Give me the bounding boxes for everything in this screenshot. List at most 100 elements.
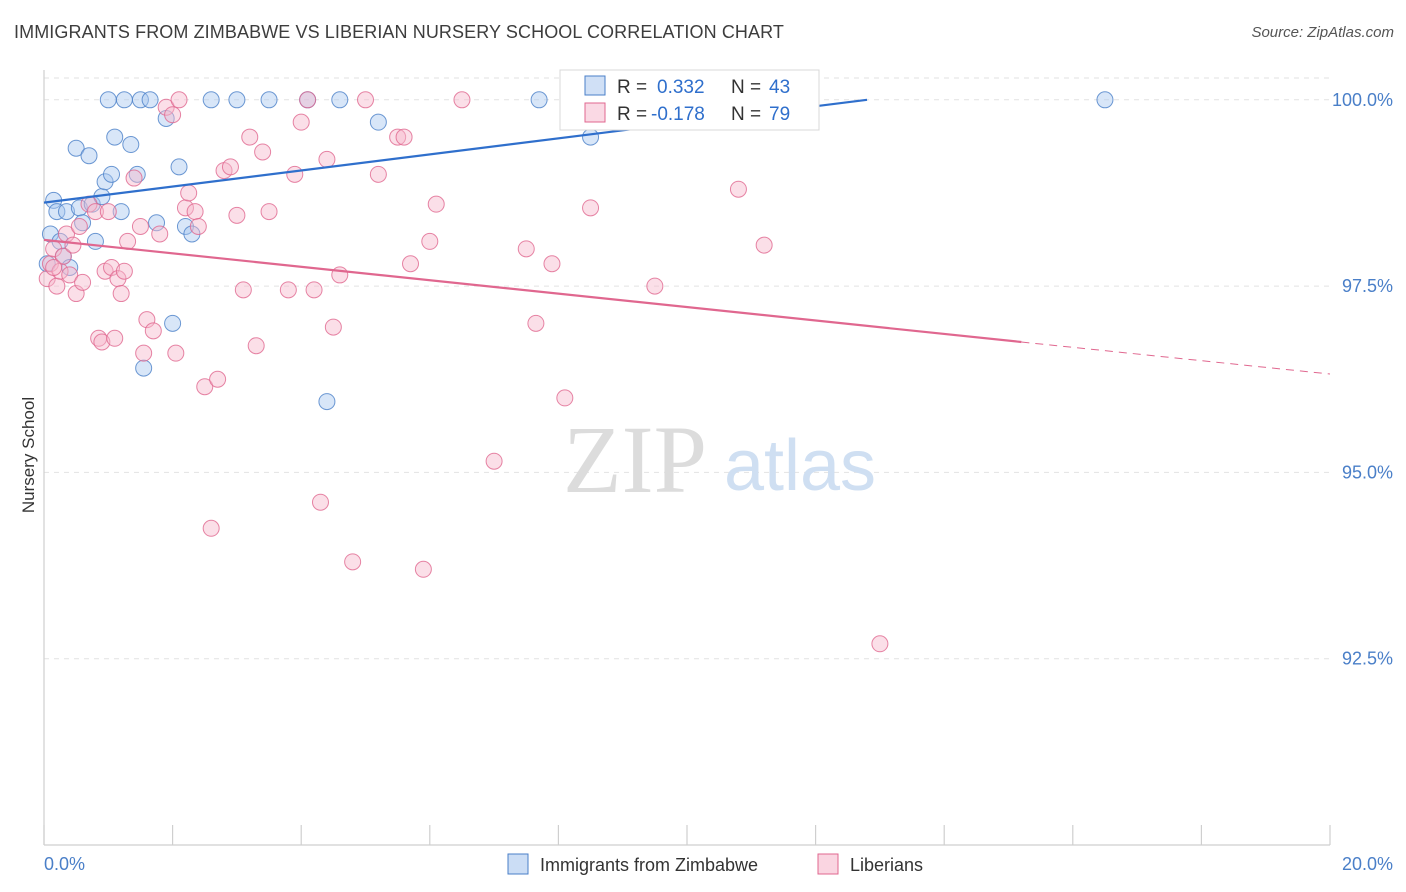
y-tick-label: 95.0%: [1342, 462, 1393, 482]
points-layer: [38, 91, 1114, 653]
point-liberians: [395, 128, 413, 146]
watermark-zip: ZIP: [563, 406, 707, 513]
point-liberians: [112, 285, 130, 303]
point-zimbabwe: [530, 91, 548, 109]
point-zimbabwe: [58, 203, 76, 221]
point-liberians: [74, 273, 92, 291]
chart-title: IMMIGRANTS FROM ZIMBABWE VS LIBERIAN NUR…: [14, 22, 785, 42]
trendline-liberians: [43, 238, 1022, 344]
x-tick-label-min: 0.0%: [44, 854, 85, 874]
point-liberians: [144, 322, 162, 340]
point-liberians: [48, 277, 66, 295]
point-liberians: [189, 217, 207, 235]
point-zimbabwe: [148, 214, 166, 232]
point-liberians: [45, 258, 63, 276]
point-liberians: [54, 247, 72, 265]
stats-r-value-blue: 0.332: [657, 77, 705, 98]
point-zimbabwe: [260, 91, 278, 109]
stats-swatch-pink: [584, 102, 606, 123]
point-liberians: [344, 553, 362, 571]
point-liberians: [186, 203, 204, 221]
point-liberians: [196, 378, 214, 396]
point-zimbabwe: [99, 91, 117, 109]
point-liberians: [582, 199, 600, 217]
point-zimbabwe: [331, 91, 349, 109]
y-tick-label: 97.5%: [1342, 276, 1393, 296]
point-zimbabwe: [135, 359, 153, 377]
point-liberians: [485, 452, 503, 470]
point-liberians: [99, 203, 117, 221]
legend-swatch-zimbabwe: [507, 853, 529, 875]
point-liberians: [527, 314, 545, 332]
point-zimbabwe: [115, 91, 133, 109]
stats-n-label-pink: N =: [731, 104, 761, 125]
point-liberians: [115, 262, 133, 280]
point-liberians: [254, 143, 272, 161]
stats-box: R = 0.332 N = 43 R = -0.178 N = 79: [559, 69, 820, 131]
point-liberians: [292, 113, 310, 131]
point-liberians: [241, 128, 259, 146]
stats-swatch-blue: [584, 75, 606, 96]
axes-layer: 92.5% 95.0% 97.5% 100.0% 0.0% 20.0%: [43, 70, 1393, 874]
point-liberians: [311, 493, 329, 511]
stats-r-value-pink: -0.178: [651, 104, 705, 125]
point-liberians: [151, 225, 169, 243]
point-liberians: [427, 195, 445, 213]
legend-label-liberians: Liberians: [850, 855, 923, 875]
x-tick-label-max: 20.0%: [1342, 854, 1393, 874]
point-liberians: [421, 232, 439, 250]
point-zimbabwe: [141, 91, 159, 109]
watermark-atlas: atlas: [724, 426, 876, 506]
legend-swatch-liberians: [817, 853, 839, 875]
point-liberians: [646, 277, 664, 295]
point-liberians: [543, 255, 561, 273]
point-zimbabwe: [131, 91, 149, 109]
point-liberians: [556, 389, 574, 407]
point-liberians: [260, 203, 278, 221]
point-zimbabwe: [80, 147, 98, 165]
point-liberians: [517, 240, 535, 258]
point-zimbabwe: [1096, 91, 1114, 109]
y-tick-label: 100.0%: [1332, 90, 1393, 110]
point-zimbabwe: [318, 393, 336, 411]
point-liberians: [106, 329, 124, 347]
point-zimbabwe: [170, 158, 188, 176]
point-liberians: [318, 150, 336, 168]
watermark: ZIP atlas: [563, 406, 876, 513]
point-liberians: [286, 165, 304, 183]
point-liberians: [357, 91, 374, 109]
point-liberians: [247, 337, 265, 355]
point-zimbabwe: [103, 165, 121, 183]
point-liberians: [180, 184, 198, 202]
point-liberians: [729, 180, 747, 198]
point-zimbabwe: [202, 91, 220, 109]
point-zimbabwe: [112, 203, 130, 221]
point-zimbabwe: [582, 128, 600, 146]
point-liberians: [324, 318, 342, 336]
point-liberians: [453, 91, 471, 109]
point-liberians: [70, 217, 88, 235]
stats-r-label-blue: R =: [617, 77, 647, 98]
point-zimbabwe: [67, 139, 85, 157]
point-liberians: [871, 635, 889, 653]
point-zimbabwe: [122, 136, 140, 154]
point-liberians: [279, 281, 297, 299]
source-credit: Source: ZipAtlas.com: [1251, 24, 1394, 41]
point-liberians: [299, 91, 317, 109]
point-liberians: [167, 344, 185, 362]
point-liberians: [305, 281, 323, 299]
point-liberians: [164, 106, 182, 124]
point-zimbabwe: [86, 232, 104, 250]
point-liberians: [170, 91, 188, 109]
stats-r-label-pink: R =: [617, 104, 647, 125]
trendline-liberians-extension: [1021, 341, 1331, 375]
y-tick-label: 92.5%: [1342, 649, 1393, 669]
point-zimbabwe: [106, 128, 124, 146]
point-liberians: [755, 236, 773, 254]
stats-n-value-pink: 79: [769, 104, 790, 125]
point-liberians: [221, 158, 239, 176]
point-zimbabwe: [228, 91, 246, 109]
point-liberians: [64, 236, 82, 254]
legend: Immigrants from Zimbabwe Liberians: [507, 853, 923, 875]
